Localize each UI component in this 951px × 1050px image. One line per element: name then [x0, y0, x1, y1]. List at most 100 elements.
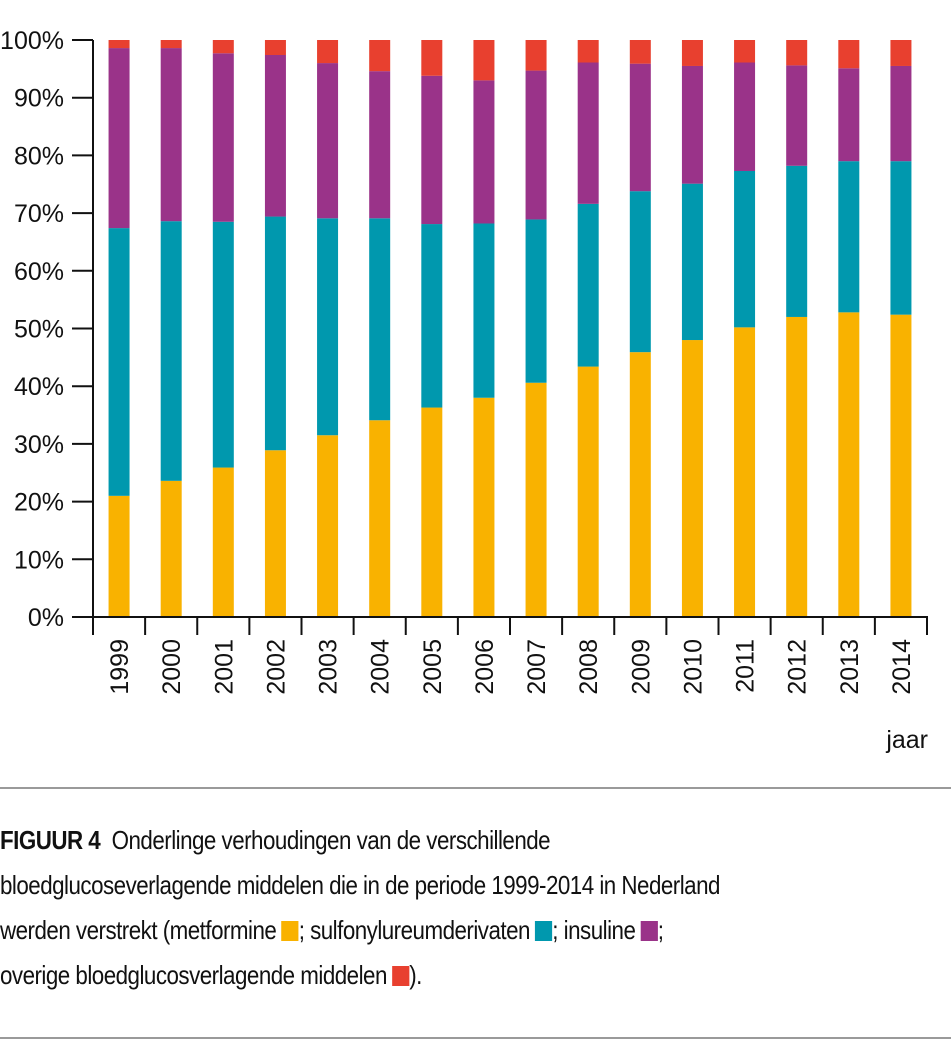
bar-segment-sulfonylureumderivaten-2009: [629, 191, 651, 353]
x-tick-label: 2009: [627, 639, 655, 695]
x-tick-label: 2001: [210, 639, 238, 695]
bar-segment-insuline-2012: [786, 65, 808, 166]
caption-bottom-divider: [0, 1037, 951, 1039]
bar-segment-overige-2001: [212, 40, 234, 54]
bar-segment-sulfonylureumderivaten-2000: [160, 221, 182, 481]
bar-segment-insuline-2010: [681, 65, 703, 184]
caption-text-1: Onderlinge verhoudingen van de verschill…: [111, 825, 551, 855]
y-tick-label: 10%: [14, 546, 64, 574]
legend-swatch-overige: [392, 966, 410, 986]
bar-segment-sulfonylureumderivaten-2008: [577, 203, 599, 367]
bar-segment-metformine-2014: [890, 314, 912, 617]
x-tick-label: 2002: [262, 639, 290, 695]
bar-segment-metformine-2010: [681, 340, 703, 617]
bar-segment-metformine-2008: [577, 366, 599, 617]
bar-segment-insuline-2005: [421, 75, 443, 225]
bar-segment-overige-2000: [160, 40, 182, 49]
x-tick-label: 2000: [158, 639, 186, 695]
bar-segment-overige-2007: [525, 40, 547, 71]
caption-line-2: bloedglucoseverlagende middelen die in d…: [0, 863, 937, 908]
y-tick-label: 20%: [14, 489, 64, 517]
legend-swatch-metformine: [281, 921, 299, 941]
bar-segment-overige-2009: [629, 40, 651, 64]
x-tick-label: 2012: [784, 639, 812, 695]
y-tick-label: 80%: [14, 142, 64, 170]
x-tick-label: 2014: [888, 639, 916, 695]
bar-segment-metformine-2003: [317, 435, 339, 617]
stacked-bar-chart: 0% 10% 20% 30% 40% 50% 60% 70% 80% 90% 100% 1999 200…: [0, 27, 928, 754]
x-tick-label: 2011: [732, 639, 760, 693]
caption-top-divider: [0, 787, 951, 789]
bar-segment-overige-2003: [317, 40, 339, 64]
caption-sep-1: ; sulfonylureumderivaten: [298, 915, 531, 945]
bar-segment-sulfonylureumderivaten-2003: [317, 218, 339, 436]
caption-line-3: werden verstrekt (metformine ; sulfonylur…: [0, 908, 937, 953]
caption-sep-3: ;: [657, 915, 664, 945]
legend-swatch-sulfonylureumderivaten: [535, 921, 553, 941]
bar-segment-sulfonylureumderivaten-2001: [212, 221, 234, 468]
bar-segment-sulfonylureumderivaten-2006: [473, 223, 495, 398]
bar-segment-metformine-2005: [421, 407, 443, 617]
x-tick-label: 1999: [106, 639, 134, 695]
bar-segment-metformine-2002: [264, 450, 286, 617]
bar-segment-overige-2006: [473, 40, 495, 81]
bar-segment-sulfonylureumderivaten-1999: [108, 228, 130, 496]
bar-segment-metformine-2013: [838, 312, 860, 617]
y-tick-label: 100%: [0, 27, 64, 55]
bar-segment-insuline-2004: [369, 71, 391, 219]
bar-segment-insuline-2014: [890, 65, 912, 162]
bar-segment-sulfonylureumderivaten-2004: [369, 218, 391, 421]
x-tick-label: 2008: [575, 639, 603, 695]
y-tick-label: 0%: [28, 604, 64, 632]
bar-segment-overige-2010: [681, 40, 703, 66]
bars-group: [108, 40, 912, 617]
x-tick-label: 2006: [471, 639, 499, 695]
bar-segment-overige-2004: [369, 40, 391, 72]
bar-segment-sulfonylureumderivaten-2014: [890, 161, 912, 315]
bar-segment-overige-2014: [890, 40, 912, 66]
bar-segment-metformine-2006: [473, 397, 495, 617]
bar-segment-metformine-2012: [786, 316, 808, 617]
caption-suffix: ).: [409, 960, 422, 990]
caption-line-4: overige bloedglucosverlagende middelen).: [0, 953, 937, 998]
bar-segment-insuline-2006: [473, 80, 495, 224]
x-tick-label: 2003: [315, 639, 343, 695]
bar-segment-overige-2005: [421, 40, 443, 76]
bar-segment-sulfonylureumderivaten-2010: [681, 183, 703, 341]
bar-segment-insuline-1999: [108, 48, 130, 229]
legend-swatch-insuline: [640, 921, 658, 941]
bar-segment-metformine-2004: [369, 420, 391, 617]
y-tick-label: 70%: [14, 200, 64, 228]
caption-text-3: werden verstrekt (metformine: [0, 915, 277, 945]
axes-group: 0% 10% 20% 30% 40% 50% 60% 70% 80% 90% 100% 1999 200…: [0, 27, 928, 695]
bar-segment-overige-2008: [577, 40, 599, 63]
bar-segment-sulfonylureumderivaten-2002: [264, 216, 286, 451]
bar-segment-insuline-2000: [160, 48, 182, 222]
y-tick-label: 90%: [14, 85, 64, 113]
bar-segment-sulfonylureumderivaten-2012: [786, 165, 808, 317]
figure-caption: FIGUUR 4 Onderlinge verhoudingen van de …: [0, 818, 937, 998]
bar-segment-metformine-2000: [160, 480, 182, 617]
y-tick-label: 50%: [14, 316, 64, 344]
bar-segment-overige-2002: [264, 40, 286, 55]
bar-segment-insuline-2003: [317, 63, 339, 219]
figure-label: FIGUUR 4: [0, 825, 101, 855]
x-tick-label: 2005: [419, 639, 447, 695]
bar-segment-metformine-2007: [525, 382, 547, 617]
bar-segment-metformine-2011: [734, 327, 756, 617]
x-tick-label: 2007: [523, 639, 551, 695]
bar-segment-metformine-2001: [212, 467, 234, 617]
caption-line-1: FIGUUR 4 Onderlinge verhoudingen van de …: [0, 818, 937, 863]
bar-segment-overige-2013: [838, 40, 860, 69]
x-tick-label: 2013: [836, 639, 864, 695]
x-tick-label: 2004: [367, 639, 395, 695]
bar-segment-sulfonylureumderivaten-2011: [734, 170, 756, 328]
x-axis-label: jaar: [885, 726, 928, 754]
y-tick-label: 60%: [14, 258, 64, 286]
bar-segment-overige-2012: [786, 40, 808, 66]
bar-segment-metformine-2009: [629, 352, 651, 617]
bar-segment-insuline-2011: [734, 62, 756, 171]
caption-text-2: bloedglucoseverlagende middelen die in d…: [0, 870, 720, 900]
y-tick-label: 40%: [14, 373, 64, 401]
bar-segment-insuline-2007: [525, 70, 547, 220]
